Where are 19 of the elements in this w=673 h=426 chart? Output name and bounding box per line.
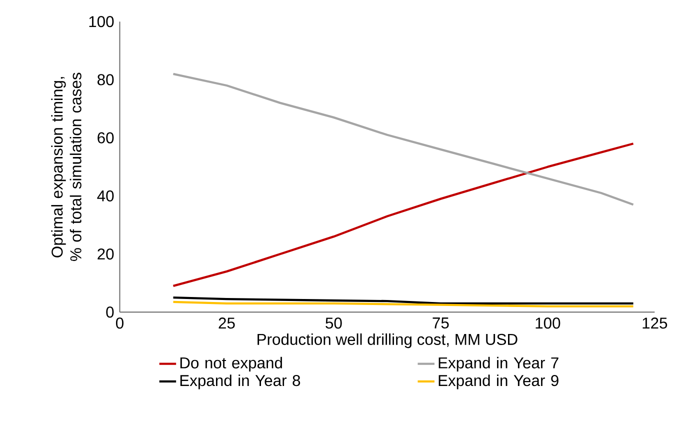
x-tick-label: 75 bbox=[432, 318, 449, 329]
legend-label: Expand in Year 8 bbox=[180, 374, 300, 390]
y-tick-label: 0 bbox=[106, 306, 114, 318]
y-tick-label: 80 bbox=[98, 74, 114, 86]
x-tick-label: 25 bbox=[218, 318, 235, 329]
x-tick-label: 0 bbox=[116, 318, 124, 329]
legend-label: Do not expand bbox=[180, 356, 282, 372]
y-tick-label: 60 bbox=[98, 132, 114, 144]
x-tick-label: 50 bbox=[326, 318, 342, 329]
y-tick-label: 20 bbox=[98, 248, 114, 260]
x-tick-label: 125 bbox=[642, 318, 668, 329]
x-tick-label: 100 bbox=[536, 318, 560, 329]
y-tick-label: 40 bbox=[97, 190, 114, 202]
legend-label: Expand in Year 9 bbox=[438, 374, 558, 390]
y-tick-label: 100 bbox=[89, 16, 114, 28]
x-axis-title: Production well drilling cost, MM USD bbox=[258, 333, 518, 348]
line-series bbox=[172, 142, 634, 288]
legend-label: Expand in Year 7 bbox=[438, 356, 558, 372]
y-axis-title: Optimal expansion timing, % of total simulation cases bbox=[51, 72, 82, 262]
